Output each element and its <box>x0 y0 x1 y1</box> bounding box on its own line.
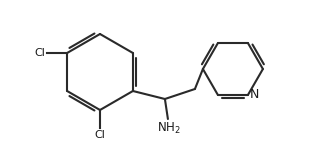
Text: Cl: Cl <box>34 48 45 58</box>
Text: N: N <box>250 88 259 102</box>
Text: Cl: Cl <box>94 130 106 140</box>
Text: NH$_2$: NH$_2$ <box>157 121 181 136</box>
